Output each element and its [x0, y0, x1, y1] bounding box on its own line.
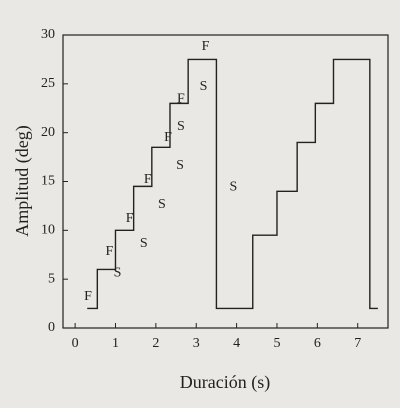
x-tick-label: 2 [152, 336, 159, 351]
annotation: S [176, 158, 184, 173]
y-tick-label: 0 [48, 320, 55, 335]
annotation: S [140, 236, 148, 251]
annotation: F [106, 244, 114, 259]
annotation: F [144, 172, 152, 187]
x-tick-label: 1 [112, 336, 119, 351]
annotation: F [84, 289, 92, 304]
annotation: F [164, 130, 172, 145]
annotation: F [126, 211, 134, 226]
x-tick-label: 4 [233, 336, 240, 351]
x-tick-label: 6 [314, 336, 321, 351]
annotation: S [229, 180, 237, 195]
annotation: S [114, 266, 122, 281]
y-axis-title: Amplitud (deg) [12, 125, 33, 236]
y-tick-label: 25 [41, 76, 55, 91]
x-tick-label: 7 [354, 336, 361, 351]
annotation: F [177, 92, 185, 107]
x-tick-label: 5 [273, 336, 280, 351]
y-tick-label: 10 [41, 223, 55, 238]
x-axis-title: Duración (s) [180, 372, 270, 393]
trace [87, 58, 378, 310]
y-tick-label: 30 [41, 27, 55, 42]
annotation: S [158, 197, 166, 212]
annotation: F [202, 39, 210, 54]
x-tick-label: 0 [72, 336, 79, 351]
y-tick-label: 15 [41, 174, 55, 189]
x-tick-label: 3 [193, 336, 200, 351]
y-tick-label: 20 [41, 125, 55, 140]
annotation: S [177, 119, 185, 134]
annotation: S [200, 79, 208, 94]
y-tick-label: 5 [48, 271, 55, 286]
